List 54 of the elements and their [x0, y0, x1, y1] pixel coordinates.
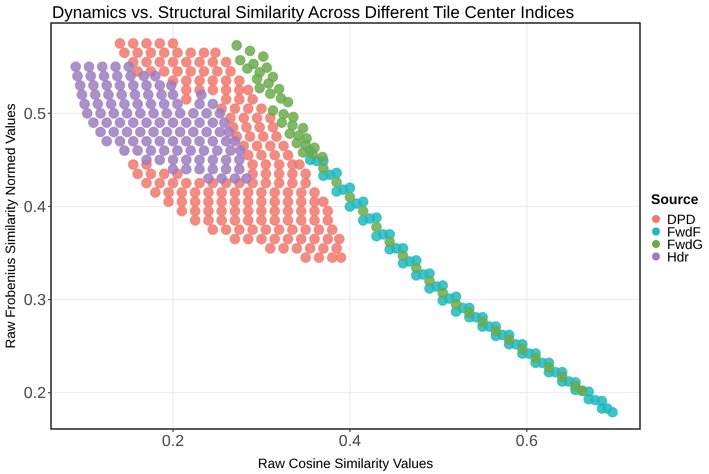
point — [292, 138, 302, 148]
point — [331, 176, 342, 188]
point — [464, 307, 475, 318]
y-axis-title: Raw Frobenius Similarity Normed Values — [3, 103, 18, 349]
point — [504, 334, 514, 345]
legend-label: Hdr — [667, 250, 690, 264]
point — [298, 122, 308, 134]
point — [556, 372, 568, 382]
point — [437, 288, 448, 298]
point — [252, 74, 262, 84]
x-axis-title: Raw Cosine Similarity Values — [258, 456, 434, 471]
point — [398, 250, 408, 262]
point — [298, 147, 308, 158]
x-tick-label: 0.6 — [516, 433, 538, 450]
legend-label: FwdG — [667, 237, 704, 252]
point — [274, 84, 284, 94]
y-tick-label: 0.2 — [24, 385, 46, 402]
y-tick-label: 0.4 — [24, 198, 46, 216]
point — [517, 344, 528, 354]
point — [265, 88, 276, 100]
point — [530, 352, 541, 364]
point — [317, 152, 328, 162]
point — [244, 46, 256, 56]
point — [276, 117, 288, 128]
point — [358, 206, 368, 216]
point — [284, 128, 296, 140]
x-tick-label: 0.4 — [338, 433, 362, 450]
point — [410, 262, 422, 274]
point — [477, 316, 488, 328]
point — [544, 362, 554, 373]
point — [307, 149, 318, 160]
point — [287, 120, 298, 131]
point — [254, 82, 266, 94]
point — [384, 236, 396, 248]
point — [258, 51, 269, 62]
chart-title: Dynamics vs. Structural Similarity Across Different Tile Center Indices — [52, 3, 574, 22]
point — [263, 78, 274, 89]
y-tick-label: 0.3 — [24, 292, 46, 310]
legend-title: Source — [651, 191, 699, 207]
legend-label: DPD — [667, 212, 696, 227]
point — [490, 326, 502, 337]
point — [371, 222, 382, 232]
point — [344, 192, 356, 202]
x-tick-label: 0.2 — [162, 433, 184, 450]
point — [318, 162, 329, 174]
point — [268, 105, 278, 116]
point — [234, 54, 246, 66]
point — [424, 276, 435, 286]
legend-label: FwdF — [667, 224, 701, 240]
y-tick-label: 0.5 — [24, 106, 46, 123]
point — [450, 298, 462, 310]
point — [242, 63, 253, 74]
point — [231, 40, 242, 51]
point — [282, 96, 294, 108]
